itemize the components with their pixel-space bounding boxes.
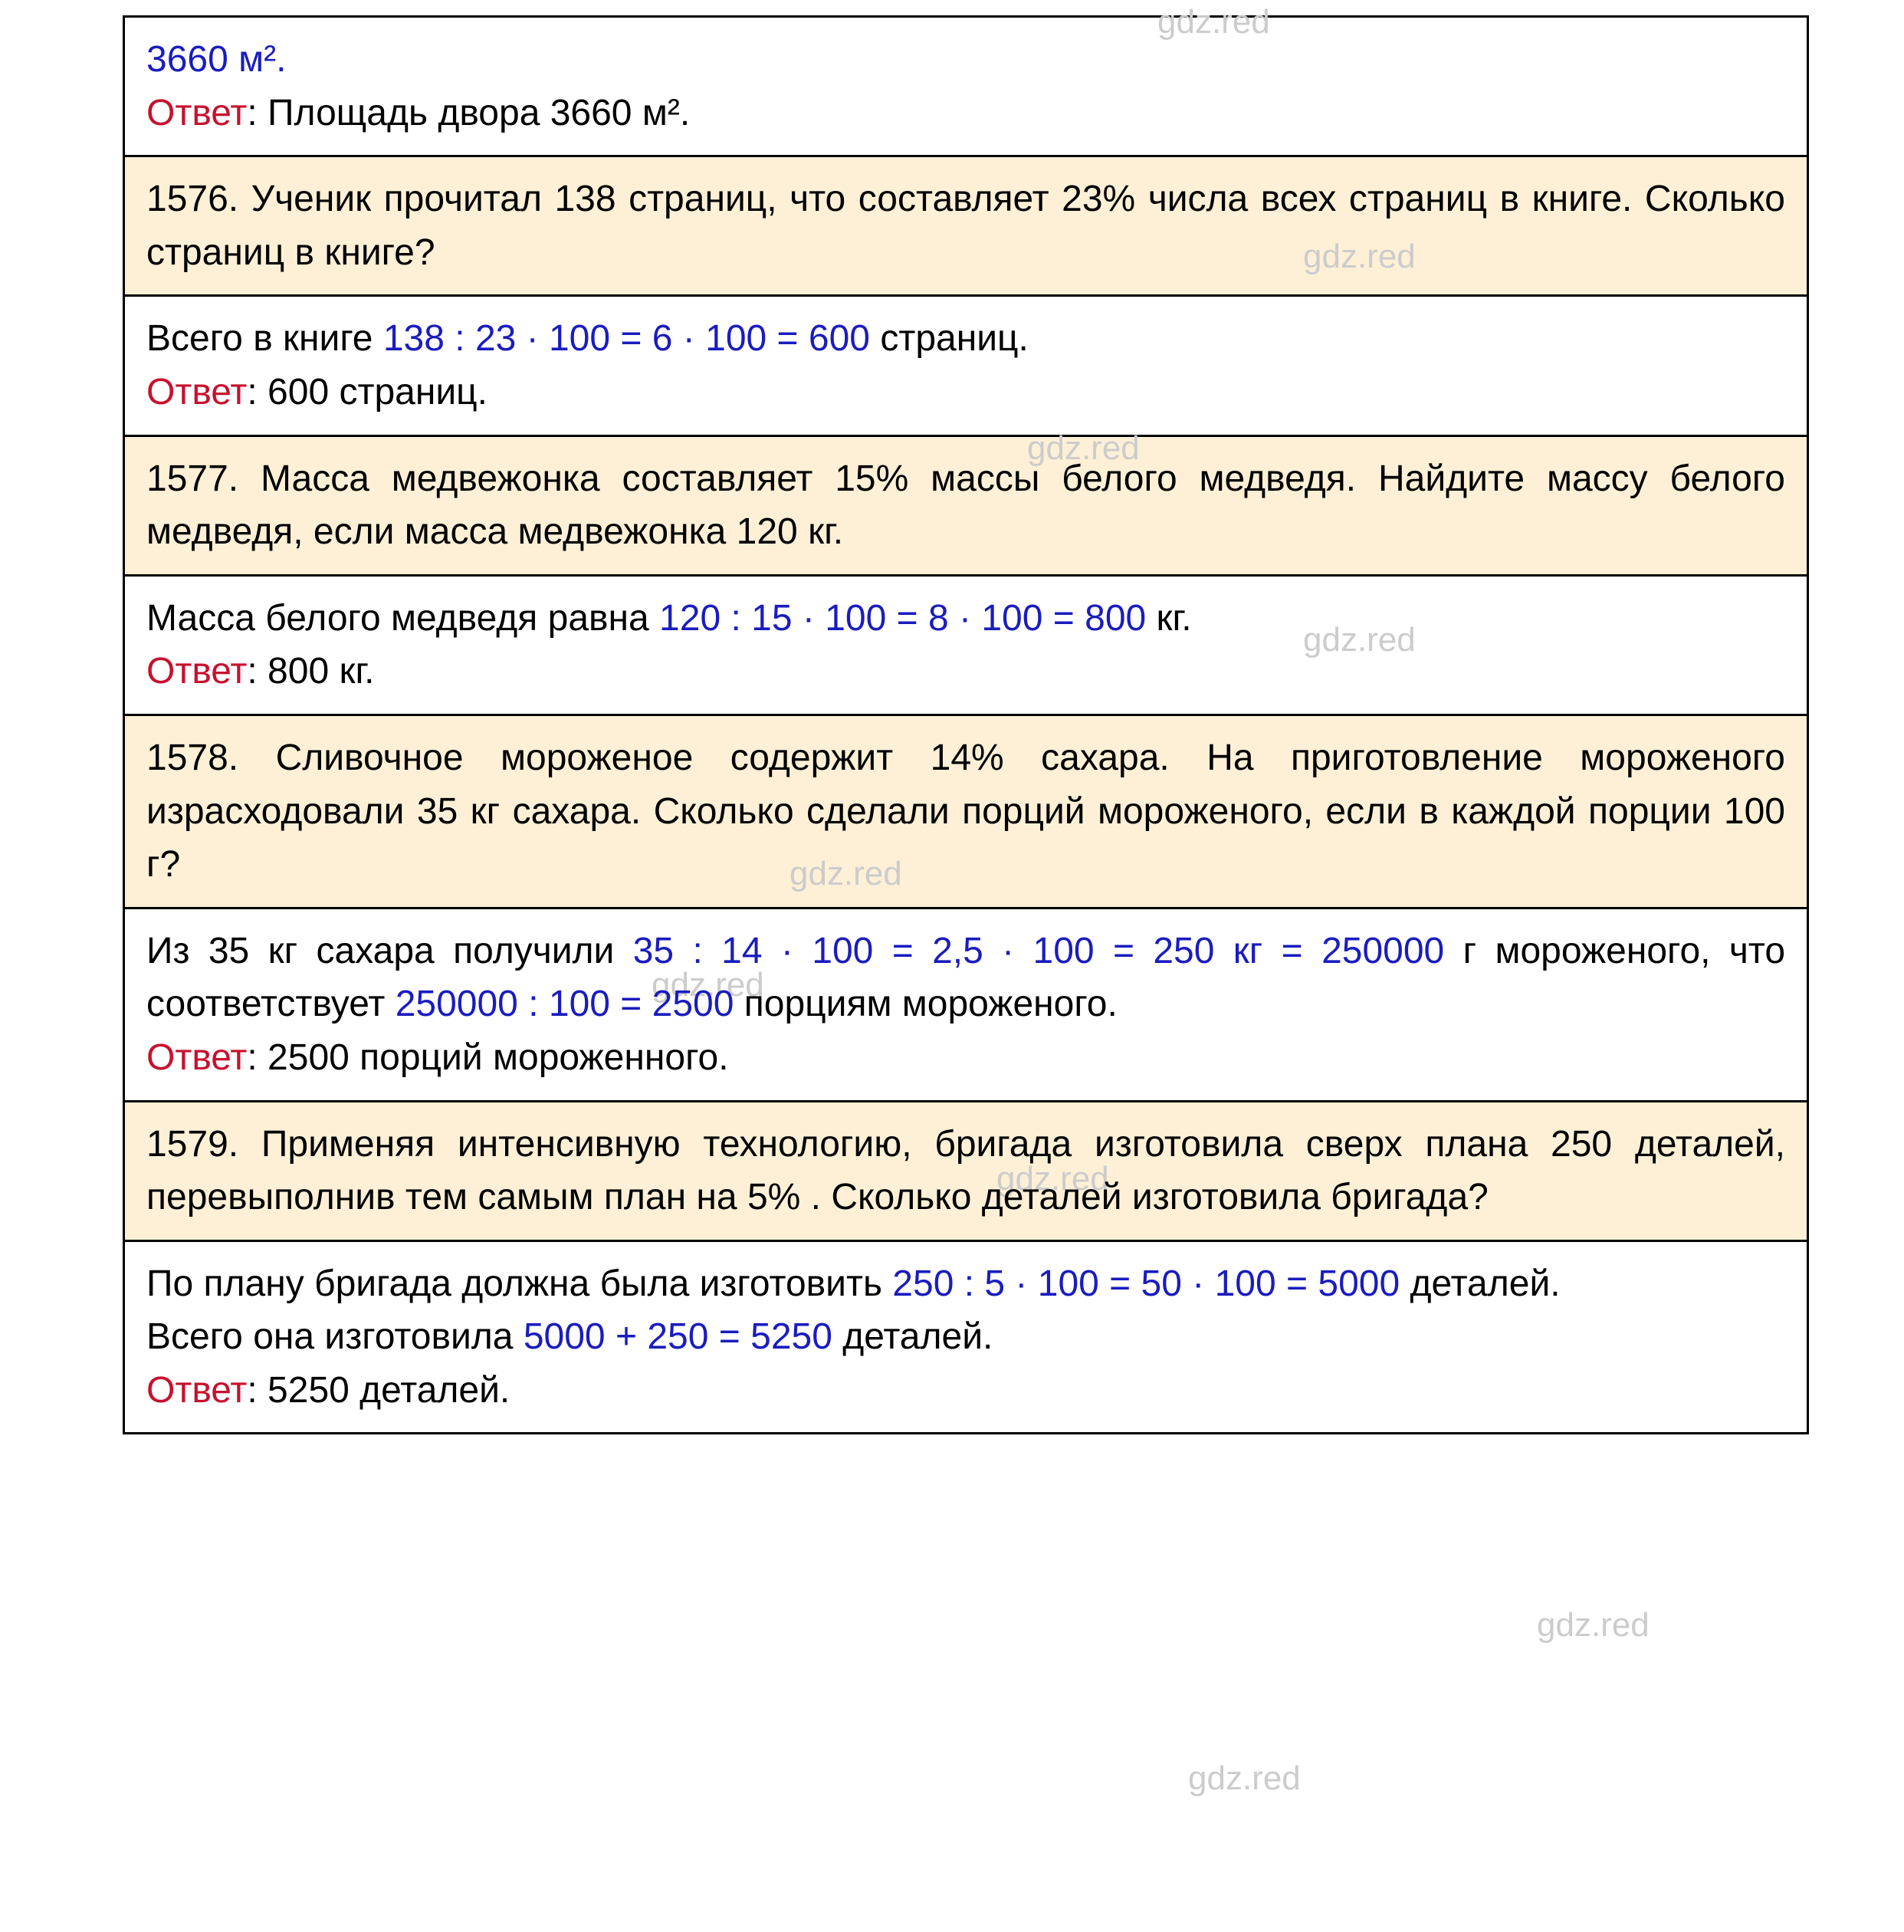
text-fragment: : 5250 деталей. (247, 1370, 510, 1411)
text-fragment: 1578. Сливочное мороженое содержит 14% с… (146, 738, 1785, 885)
watermark-text: gdz.red (1188, 1760, 1301, 1798)
watermark-text: gdz.red (1537, 1606, 1650, 1644)
text-fragment: По плану бригада должна была изготовить (146, 1263, 892, 1304)
cell-content: По плану бригада должна была изготовить … (146, 1257, 1785, 1418)
text-fragment: : Площадь двора 3660 м². (247, 93, 690, 133)
text-fragment: Всего она изготовила (146, 1316, 524, 1357)
answer-label: Ответ (146, 1037, 247, 1078)
cell-content: 1579. Применяя интенсивную технологию, б… (146, 1118, 1785, 1224)
text-fragment: страниц. (870, 318, 1029, 359)
text-fragment: 1576. Ученик прочитал 138 страниц, что с… (146, 179, 1785, 273)
problem-statement: 1578. Сливочное мороженое содержит 14% с… (125, 714, 1807, 907)
cell-content: 1578. Сливочное мороженое содержит 14% с… (146, 731, 1785, 892)
text-fragment: деталей. (832, 1316, 993, 1357)
cell-content: Из 35 кг сахара получили 35 : 14 · 100 =… (146, 925, 1785, 1085)
problem-solution: Из 35 кг сахара получили 35 : 14 · 100 =… (125, 907, 1807, 1100)
cell-content: 3660 м². Ответ: Площадь двора 3660 м². (146, 33, 1785, 140)
math-expression: 3660 м². (146, 39, 286, 80)
math-expression: 250000 : 100 = 2500 (396, 984, 734, 1024)
text-fragment: Всего в книге (146, 318, 383, 359)
text-fragment: деталей. (1400, 1263, 1560, 1304)
answer-label: Ответ (146, 651, 247, 692)
math-expression: 138 : 23 · 100 = 6 · 100 = 600 (383, 318, 870, 359)
answer-label: Ответ (146, 93, 247, 133)
problem-statement: 1579. Применяя интенсивную технологию, б… (125, 1100, 1807, 1240)
page-wrapper: gdz.redgdz.redgdz.redgdz.redgdz.redgdz.r… (15, 15, 1904, 1434)
answer-label: Ответ (146, 372, 247, 412)
text-fragment: кг. (1146, 598, 1191, 639)
problem-statement: 1577. Масса медвежонка составляет 15% ма… (125, 435, 1807, 574)
math-expression: 250 : 5 · 100 = 50 · 100 = 5000 (892, 1263, 1400, 1304)
cell-content: 1576. Ученик прочитал 138 страниц, что с… (146, 172, 1785, 279)
cell-content: Масса белого медведя равна 120 : 15 · 10… (146, 592, 1785, 698)
cell-content: Всего в книге 138 : 23 · 100 = 6 · 100 =… (146, 312, 1785, 419)
problem-statement: 1576. Ученик прочитал 138 страниц, что с… (125, 155, 1807, 294)
text-fragment: 1577. Масса медвежонка составляет 15% ма… (146, 458, 1785, 553)
problem-solution: Всего в книге 138 : 23 · 100 = 6 · 100 =… (125, 294, 1807, 434)
problem-solution: 3660 м². Ответ: Площадь двора 3660 м². (125, 18, 1807, 155)
problem-solution: Масса белого медведя равна 120 : 15 · 10… (125, 574, 1807, 714)
text-fragment: Из 35 кг сахара получили (146, 931, 633, 971)
answer-label: Ответ (146, 1370, 247, 1411)
text-fragment: : 600 страниц. (247, 372, 487, 412)
math-expression: 120 : 15 · 100 = 8 · 100 = 800 (659, 598, 1146, 639)
text-fragment: Масса белого медведя равна (146, 598, 659, 639)
math-expression: 5000 + 250 = 5250 (524, 1316, 832, 1357)
text-fragment: 1579. Применяя интенсивную технологию, б… (146, 1124, 1785, 1218)
text-fragment: порциям мороженого. (734, 984, 1117, 1024)
problem-solution: По плану бригада должна была изготовить … (125, 1240, 1807, 1433)
cell-content: 1577. Масса медвежонка составляет 15% ма… (146, 452, 1785, 559)
math-expression: 35 : 14 · 100 = 2,5 · 100 = 250 кг = 250… (633, 931, 1445, 971)
text-fragment: : 2500 порций мороженного. (247, 1037, 728, 1078)
solutions-table: 3660 м².Ответ: Площадь двора 3660 м².157… (123, 15, 1809, 1434)
text-fragment: : 800 кг. (247, 651, 374, 692)
